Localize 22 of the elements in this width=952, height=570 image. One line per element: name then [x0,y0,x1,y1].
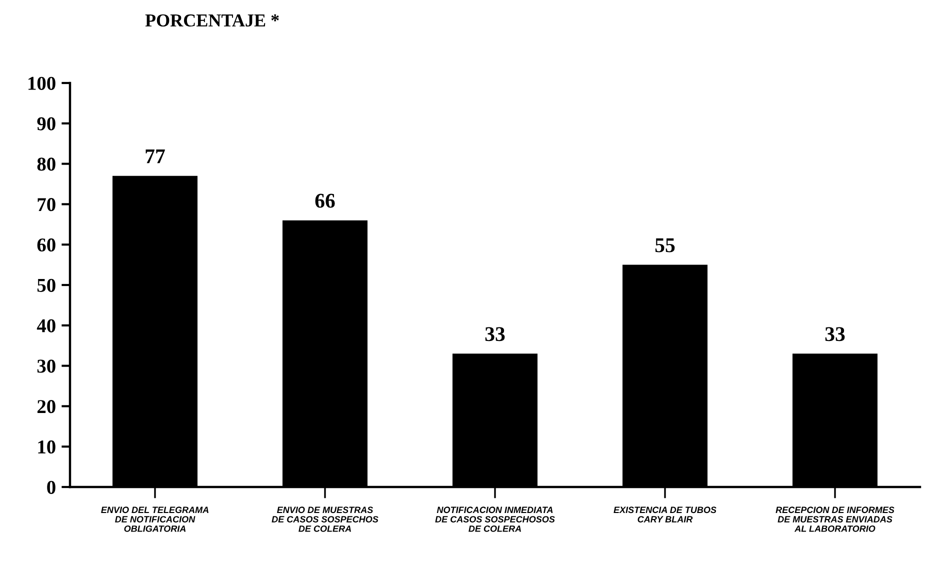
y-axis-title: PORCENTAJE * [145,14,279,27]
y-tick-label: 70 [38,198,56,212]
x-tick-label: RECEPCION DE INFORMES DE MUESTRAS ENVIADAS AL LABORATORIO [776,506,894,532]
data-label: 66 [315,194,335,208]
y-tick-label: 30 [37,360,56,373]
data-label: 33 [485,327,505,342]
y-tick-label: 50 [37,278,56,292]
data-label: 77 [146,150,165,164]
y-tick-label: 10 [38,440,56,454]
y-tick-label: 80 [37,158,56,171]
data-label: 33 [825,327,845,342]
x-tick-label: ENVIO DEL TELEGRAMA DE NOTIFICACION OBLIGATORIA [101,506,208,532]
y-tick-label: 60 [37,238,56,252]
y-tick-label: 100 [28,76,56,90]
y-tick-label: 20 [37,400,56,414]
y-tick-label: 40 [36,319,56,332]
data-label: 55 [655,238,675,252]
x-tick-label: ENVIO DE MUESTRAS DE CASOS SOSPECHOS DE COLERA [272,506,378,532]
x-tick-label: EXISTENCIA DE TUBOS CARY BLAIR [614,506,716,522]
x-tick-label: NOTIFICACION INMEDIATA DE CASOS SOSPECHOSOS DE COLERA [435,506,555,532]
y-tick-label: 0 [47,480,56,494]
y-tick-label: 90 [37,117,56,130]
